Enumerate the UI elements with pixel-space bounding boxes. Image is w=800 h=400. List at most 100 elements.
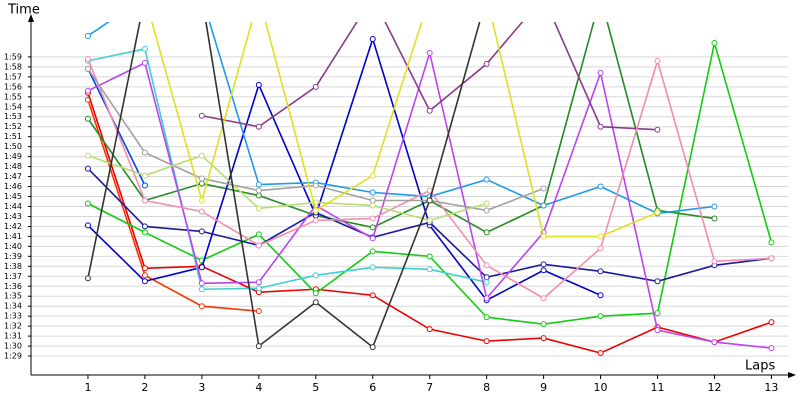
point-marker (141, 197, 148, 204)
point-marker (141, 278, 148, 285)
point-marker (654, 57, 661, 64)
point-marker (84, 222, 91, 229)
point-marker (255, 308, 262, 315)
point-marker (369, 344, 376, 351)
y-tick-label: 1:49 (4, 152, 22, 161)
y-tick-label: 1:45 (4, 192, 22, 201)
point-marker (255, 81, 262, 88)
x-tick-label: 4 (255, 381, 262, 394)
point-marker (483, 176, 490, 183)
point-marker (255, 187, 262, 194)
point-marker (198, 264, 205, 271)
x-tick-label: 7 (426, 381, 433, 394)
point-marker (483, 274, 490, 281)
point-marker (540, 233, 547, 240)
point-marker (540, 295, 547, 302)
point-marker (711, 203, 718, 210)
x-tick-label: 5 (312, 381, 319, 394)
point-marker (768, 255, 775, 262)
point-marker (84, 165, 91, 172)
point-marker (483, 338, 490, 345)
point-marker (198, 208, 205, 215)
point-marker (483, 314, 490, 321)
x-axis-label: Laps (745, 359, 775, 374)
point-marker (369, 215, 376, 222)
point-marker (198, 286, 205, 293)
y-tick-label: 1:54 (4, 102, 22, 111)
point-marker (483, 207, 490, 214)
y-tick-label: 1:47 (4, 172, 22, 181)
point-marker (540, 267, 547, 274)
series-line (87, 22, 481, 349)
x-arrow (788, 372, 796, 378)
point-marker (369, 224, 376, 231)
point-marker (426, 253, 433, 260)
point-marker (483, 295, 490, 302)
y-tick-label: 1:53 (4, 112, 22, 121)
x-tick-label: 10 (594, 381, 608, 394)
point-marker (141, 229, 148, 236)
point-marker (369, 202, 376, 209)
point-marker (483, 262, 490, 269)
point-marker (255, 279, 262, 286)
point-marker (141, 182, 148, 189)
x-tick-label: 2 (141, 381, 148, 394)
y-tick-label: 1:59 (4, 52, 22, 61)
y-tick-label: 1:36 (4, 282, 22, 291)
x-tick-label: 9 (540, 381, 547, 394)
y-tick-label: 1:40 (4, 242, 22, 251)
point-marker (426, 49, 433, 56)
point-marker (654, 327, 661, 334)
point-marker (255, 205, 262, 212)
point-marker (597, 350, 604, 357)
point-marker (540, 335, 547, 342)
point-marker (312, 299, 319, 306)
point-marker (597, 69, 604, 76)
point-marker (540, 321, 547, 328)
x-tick-label: 11 (651, 381, 665, 394)
x-tick-label: 6 (369, 381, 376, 394)
y-tick-label: 1:43 (4, 212, 22, 221)
point-marker (540, 261, 547, 268)
point-marker (768, 239, 775, 246)
y-tick-label: 1:55 (4, 92, 22, 101)
point-marker (84, 200, 91, 207)
point-marker (654, 209, 661, 216)
point-marker (312, 217, 319, 224)
point-marker (312, 182, 319, 189)
point-marker (255, 285, 262, 292)
point-marker (426, 326, 433, 333)
series-line (87, 99, 259, 312)
y-tick-label: 1:51 (4, 132, 22, 141)
point-marker (540, 202, 547, 209)
point-marker (597, 245, 604, 252)
point-marker (654, 310, 661, 317)
point-marker (597, 123, 604, 130)
point-marker (711, 258, 718, 265)
point-marker (312, 207, 319, 214)
point-marker (597, 233, 604, 240)
y-tick-label: 1:29 (4, 352, 22, 361)
point-marker (597, 292, 604, 299)
point-marker (768, 319, 775, 326)
y-tick-label: 1:52 (4, 122, 22, 131)
y-tick-label: 1:37 (4, 272, 22, 281)
point-marker (483, 200, 490, 207)
y-tick-label: 1:41 (4, 232, 22, 241)
point-marker (426, 266, 433, 273)
y-tick-label: 1:57 (4, 72, 22, 81)
point-marker (84, 55, 91, 62)
y-tick-label: 1:50 (4, 142, 22, 151)
point-marker (369, 235, 376, 242)
x-tick-label: 12 (707, 381, 721, 394)
x-tick-label: 8 (483, 381, 490, 394)
point-marker (711, 215, 718, 222)
point-marker (711, 339, 718, 346)
series-line (87, 36, 601, 302)
series-line (87, 68, 146, 186)
y-tick-label: 1:30 (4, 342, 22, 351)
point-marker (369, 264, 376, 271)
point-marker (84, 275, 91, 282)
point-marker (255, 343, 262, 350)
